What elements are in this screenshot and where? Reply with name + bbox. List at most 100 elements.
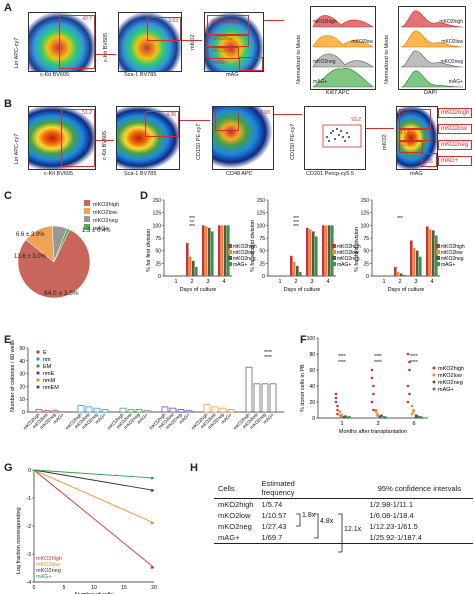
data-point (334, 396, 338, 400)
gate-arrow (96, 54, 116, 55)
legend-label: mKO2neg (441, 256, 464, 262)
bar (400, 273, 403, 276)
axis-label: Normalized to Mode (384, 34, 390, 84)
bar (169, 407, 177, 413)
table-row: mKO2neg 1/27.43 1/12.23-1/61.5 (218, 522, 418, 531)
data-point (334, 400, 338, 404)
tick-label: 30 (19, 372, 25, 378)
axis-label: Normalized to Mode (296, 34, 302, 84)
gate-arrow (180, 120, 210, 121)
tick-label: 2 (294, 279, 297, 285)
tick-label: 6 (412, 421, 415, 427)
fold-brackets (296, 513, 343, 553)
bar (51, 410, 59, 413)
axis-label: c-Kit BV605 (40, 72, 70, 78)
regression-line (33, 469, 155, 491)
axis-label: Months after transplantation (339, 429, 407, 435)
significance-label: **** (410, 360, 418, 366)
axis-label: Ki67 APC (326, 90, 350, 96)
data-point (336, 408, 339, 412)
tick-label: 20 (151, 585, 157, 591)
legend-label: mKO2neg (233, 256, 256, 262)
division-chart: 0 25 50 75 100 125 150 % for second division 1 2 3… (250, 198, 361, 293)
bar (202, 225, 205, 276)
bar (218, 225, 221, 276)
table-row: mAG+ 1/69.7 1/25.92-1/187.4 (214, 532, 474, 544)
significance-label: *** (189, 224, 195, 230)
table-header: Estimated frequency (261, 479, 295, 497)
data-point (406, 400, 410, 404)
significance-label: **** (374, 360, 382, 366)
axis-label: mKO2 (190, 34, 196, 50)
gate-arrow (264, 20, 284, 21)
bar (127, 409, 135, 413)
legend-item: mAG+ (84, 224, 119, 232)
axis-label: DAPI (424, 90, 437, 96)
tick-label: 4 (326, 279, 329, 285)
tick-label: 40 (309, 384, 315, 390)
panel-label-f: F (300, 334, 307, 346)
axis-label: % for first division (146, 229, 152, 272)
tick-label: 5 (63, 585, 66, 591)
data-point (410, 412, 414, 416)
panel-label-h: H (190, 462, 198, 474)
gate-arrow (274, 114, 302, 115)
bar (192, 260, 195, 276)
tick-label: 0 (158, 274, 161, 280)
bar (419, 256, 422, 276)
bar (296, 265, 299, 276)
axis-label: c-Kit BV605 (44, 171, 74, 177)
histogram-ki67: mKO2high mKO2low mKO2neg mAG+ (310, 6, 376, 90)
bar (77, 405, 85, 413)
fold-label: 1.8x (302, 512, 316, 519)
tick-label: 3 (206, 279, 209, 285)
data-point (408, 368, 411, 372)
significance-label: **** (410, 354, 418, 360)
tick-label: 3 (376, 421, 379, 427)
data-point (408, 360, 411, 364)
tick-label: 100 (307, 336, 316, 342)
axis-label: mAG (410, 171, 423, 177)
legend-label: mAG+ (441, 262, 455, 268)
pie-label: 6.6 ± 3.9% (16, 232, 45, 238)
gate-label: mKO2neg (438, 140, 473, 150)
tick-label: 50 (363, 249, 369, 255)
division-chart: 0 25 50 75 100 125 150 % for first division 1 2 3 4… (146, 198, 257, 293)
data-point (342, 415, 346, 419)
frequency-table: Cells Estimated frequency 95% confidence… (214, 478, 474, 544)
legend-label: mKO2low (233, 250, 255, 256)
legend-label: mKO2high (337, 244, 361, 250)
bar (205, 226, 208, 276)
legend-label: mKO2high (36, 556, 62, 562)
fold-label: 4.8x (320, 518, 334, 525)
axis-label: Lin APC-cy7 (14, 133, 20, 164)
significance-label: *** (397, 216, 403, 222)
bar (227, 409, 235, 413)
bar (416, 250, 419, 276)
bar (426, 226, 429, 276)
axis-label: mAG (226, 72, 239, 78)
legend-label: mKO2neg (337, 256, 360, 262)
bar (208, 227, 211, 276)
tick-label: 4 (222, 279, 225, 285)
bar (325, 225, 328, 276)
bar (177, 409, 185, 413)
fold-label: 12.1x (344, 526, 362, 533)
panel-label-a: A (4, 2, 12, 14)
bar (85, 406, 93, 413)
bar (43, 410, 51, 413)
tick-label: 10 (91, 585, 97, 591)
regression-line (33, 469, 155, 568)
bar (245, 366, 253, 413)
axis-label: Days of culture (388, 287, 425, 293)
facs-plot-ckit-sca1: 3.63 (118, 12, 182, 72)
pie-chart (17, 225, 91, 299)
data-point (370, 376, 374, 380)
data-point (378, 415, 382, 419)
tick-label: 25 (363, 261, 369, 267)
tick-label: 75 (259, 236, 265, 242)
bar (306, 227, 309, 276)
axis-label: % for third division (354, 227, 360, 272)
axis-label: Sca-1 BV785 (124, 72, 157, 78)
